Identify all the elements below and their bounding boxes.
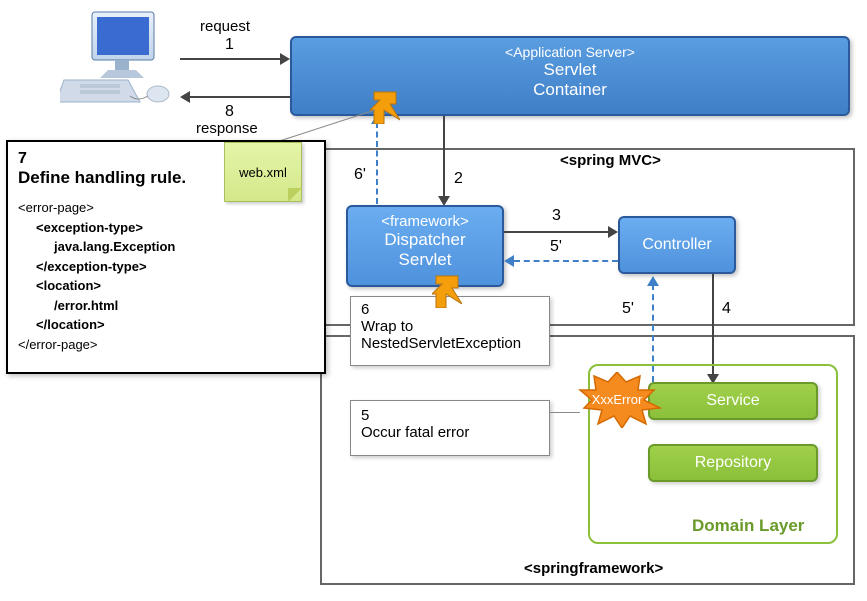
dashed-5p-a <box>514 260 618 262</box>
num-3: 3 <box>552 207 561 225</box>
code-line: <location> <box>18 276 314 296</box>
code-line: </error-page> <box>18 335 314 355</box>
code-line: </location> <box>18 315 314 335</box>
starburst-icon: XxxError <box>572 372 662 428</box>
num-5p-a: 5' <box>550 238 562 256</box>
note-6-line1: Wrap to <box>361 318 539 335</box>
arrow-2-line <box>443 116 445 196</box>
panel7-code: <error-page> <exception-type> java.lang.… <box>18 198 314 354</box>
request-num: 1 <box>225 36 234 54</box>
arrow-3-head <box>608 226 618 238</box>
request-arrow-line <box>180 58 280 60</box>
note-5-num: 5 <box>361 407 539 424</box>
response-num: 8 <box>225 103 234 121</box>
arrow-4-line <box>712 274 714 374</box>
computer-icon <box>60 8 175 108</box>
dispatcher-box: <framework> Dispatcher Servlet <box>346 205 504 287</box>
num-4: 4 <box>722 300 731 318</box>
note-5: 5 Occur fatal error <box>350 400 550 456</box>
note-6-line2: NestedServletException <box>361 335 539 352</box>
response-label: response <box>196 120 258 137</box>
request-arrow-head <box>280 53 290 65</box>
code-line: /error.html <box>18 296 314 316</box>
request-label: request <box>200 18 250 35</box>
arrow-3-line <box>504 231 608 233</box>
domain-layer-label: Domain Layer <box>692 516 804 536</box>
dispatcher-line1: <framework> <box>348 213 502 230</box>
num-6p: 6' <box>354 166 366 184</box>
springframework-label: <springframework> <box>524 560 663 577</box>
repository-box: Repository <box>648 444 818 482</box>
repository-label: Repository <box>695 454 771 472</box>
webxml-label: web.xml <box>239 165 287 180</box>
diagram-canvas: request 1 8 response <Application Server… <box>0 0 867 601</box>
code-line: <exception-type> <box>18 218 314 238</box>
note5-connector <box>550 412 580 413</box>
servlet-container-line2: Servlet <box>292 60 848 80</box>
note-5-line1: Occur fatal error <box>361 424 539 441</box>
response-arrow-head <box>180 91 190 103</box>
starburst-label: XxxError <box>592 392 643 407</box>
dashed-5p-a-head <box>504 255 514 267</box>
lightning-1-icon <box>370 90 400 124</box>
servlet-container-line1: <Application Server> <box>292 44 848 60</box>
response-arrow-line <box>190 96 290 98</box>
code-line: </exception-type> <box>18 257 314 277</box>
dispatcher-line3: Servlet <box>348 250 502 270</box>
sticky-fold <box>288 188 302 202</box>
num-2: 2 <box>454 170 463 188</box>
code-line: java.lang.Exception <box>18 237 314 257</box>
controller-label: Controller <box>642 236 711 254</box>
lightning-2-icon <box>432 274 462 308</box>
springmvc-label: <spring MVC> <box>560 152 661 169</box>
controller-box: Controller <box>618 216 736 274</box>
arrow-2-head <box>438 196 450 206</box>
dispatcher-line2: Dispatcher <box>348 230 502 250</box>
num-5p-b: 5' <box>622 300 634 318</box>
service-label: Service <box>706 392 759 410</box>
dashed-6p <box>376 122 378 204</box>
service-box: Service <box>648 382 818 420</box>
dashed-5p-b-head <box>647 276 659 286</box>
